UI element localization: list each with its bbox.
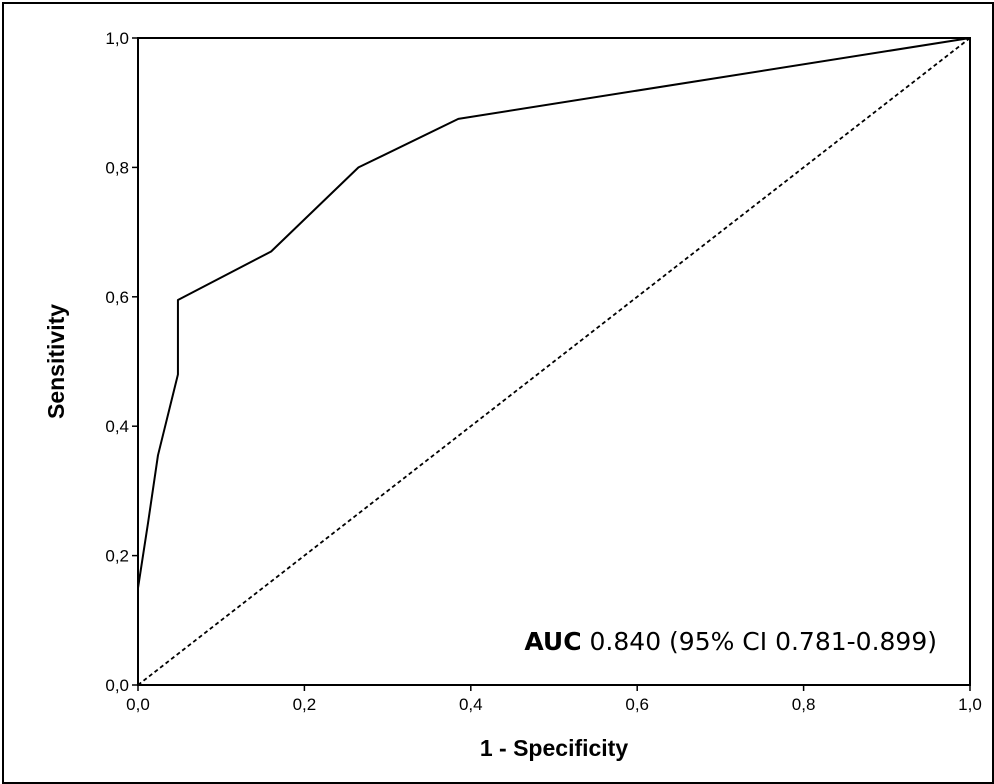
x-tick-label: 0,4: [459, 695, 483, 714]
y-tick-label: 0,6: [105, 288, 129, 307]
auc-value: 0.840 (95% CI 0.781-0.899): [582, 627, 937, 656]
plot-area: [137, 37, 971, 686]
reference-line: [137, 37, 971, 686]
x-tick-label: 0,2: [293, 695, 317, 714]
roc-curve: [137, 37, 971, 685]
y-tick-label: 0,4: [105, 417, 129, 436]
x-tick-label: 0,8: [792, 695, 816, 714]
series-layer: [137, 37, 971, 686]
y-axis-title: Sensitivity: [43, 304, 69, 419]
x-tick-label: 0,6: [625, 695, 649, 714]
x-axis-title: 1 - Specificity: [480, 735, 628, 761]
auc-label: AUC: [524, 627, 581, 656]
x-axis: 0,0 0,2 0,4 0,6 0,8 1,0: [126, 685, 982, 714]
y-axis: 0,0 0,2 0,4 0,6 0,8 1,0: [105, 29, 138, 695]
auc-annotation: AUC 0.840 (95% CI 0.781-0.899): [524, 627, 937, 656]
y-tick-label: 1,0: [105, 29, 129, 48]
x-tick-label: 0,0: [126, 695, 150, 714]
y-tick-label: 0,8: [105, 158, 129, 177]
y-tick-label: 0,0: [105, 676, 129, 695]
y-tick-label: 0,2: [105, 547, 129, 566]
x-tick-label: 1,0: [958, 695, 982, 714]
